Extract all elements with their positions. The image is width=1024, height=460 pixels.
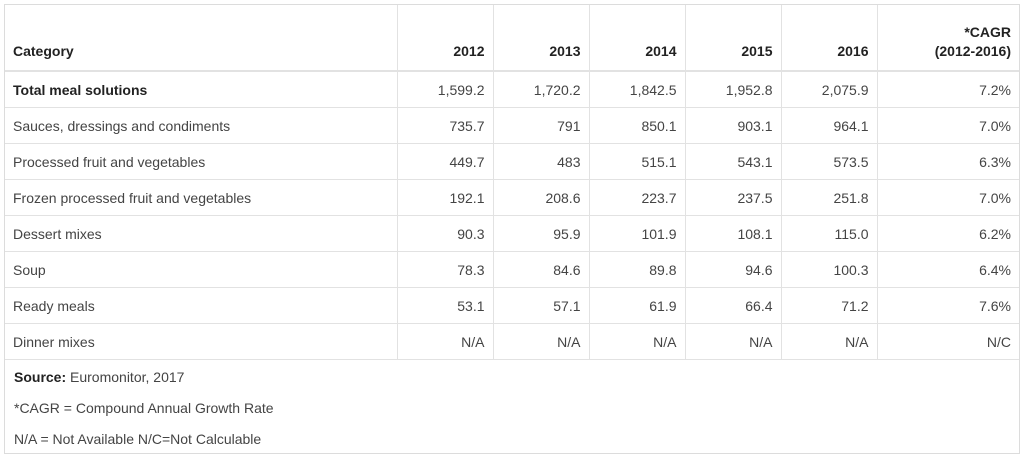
cell-2014: N/A (589, 323, 686, 360)
header-category: Category (5, 5, 398, 72)
cell-2012: 449.7 (397, 143, 494, 180)
cell-2013: 483 (493, 143, 590, 180)
cell-cagr: 7.0% (877, 179, 1019, 216)
cell-2016: N/A (781, 323, 878, 360)
cell-cagr: 6.4% (877, 251, 1019, 288)
cell-2012: 90.3 (397, 215, 494, 252)
cell-2013: 1,720.2 (493, 71, 590, 108)
cagr-note: *CAGR = Compound Annual Growth Rate (14, 400, 274, 416)
table-header-row: Category 2012 2013 2014 2015 2016 *CAGR … (5, 5, 1019, 72)
cell-2013: N/A (493, 323, 590, 360)
table-row: Total meal solutions 1,599.2 1,720.2 1,842.… (5, 71, 1019, 108)
header-cagr: *CAGR (2012-2016) (877, 5, 1019, 72)
row-category: Dinner mixes (5, 323, 398, 360)
cell-2015: 66.4 (685, 287, 782, 324)
cell-2015: 108.1 (685, 215, 782, 252)
cell-2015: 237.5 (685, 179, 782, 216)
source-note: Source: Euromonitor, 2017 (14, 367, 1010, 398)
cell-2014: 850.1 (589, 107, 686, 144)
cell-cagr: 7.0% (877, 107, 1019, 144)
table-row: Ready meals 53.1 57.1 61.9 66.4 71.2 7.6% (5, 287, 1019, 324)
header-2013: 2013 (493, 5, 590, 72)
row-category: Ready meals (5, 287, 398, 324)
table-row: Dessert mixes 90.3 95.9 101.9 108.1 115.0 6.2% (5, 215, 1019, 252)
row-category: Total meal solutions (5, 71, 398, 108)
cell-2012: N/A (397, 323, 494, 360)
row-category: Dessert mixes (5, 215, 398, 252)
table-row: Processed fruit and vegetables 449.7 483 51… (5, 143, 1019, 180)
table-row: Soup 78.3 84.6 89.8 94.6 100.3 6.4% (5, 251, 1019, 288)
header-2012: 2012 (397, 5, 494, 72)
table-notes: Source: Euromonitor, 2017 *CAGR = Compou… (5, 360, 1019, 460)
cell-2015: N/A (685, 323, 782, 360)
cell-2012: 192.1 (397, 179, 494, 216)
table-body: Total meal solutions 1,599.2 1,720.2 1,842.… (5, 71, 1019, 360)
cell-2016: 251.8 (781, 179, 878, 216)
cell-2013: 84.6 (493, 251, 590, 288)
cell-2014: 89.8 (589, 251, 686, 288)
cell-2014: 515.1 (589, 143, 686, 180)
cell-2016: 115.0 (781, 215, 878, 252)
data-table-container: Category 2012 2013 2014 2015 2016 *CAGR … (4, 4, 1020, 454)
cell-cagr: 7.2% (877, 71, 1019, 108)
row-category: Sauces, dressings and condiments (5, 107, 398, 144)
cell-2013: 95.9 (493, 215, 590, 252)
cell-2014: 101.9 (589, 215, 686, 252)
cell-2013: 791 (493, 107, 590, 144)
cell-2014: 1,842.5 (589, 71, 686, 108)
cell-2016: 573.5 (781, 143, 878, 180)
cell-2016: 71.2 (781, 287, 878, 324)
na-note: N/A = Not Available N/C=Not Calculable (14, 431, 262, 447)
cell-2015: 1,952.8 (685, 71, 782, 108)
row-category: Frozen processed fruit and vegetables (5, 179, 398, 216)
meal-solutions-table: Category 2012 2013 2014 2015 2016 *CAGR … (5, 5, 1019, 360)
header-cagr-period: (2012-2016) (934, 43, 1011, 59)
header-2014: 2014 (589, 5, 686, 72)
cell-2014: 61.9 (589, 287, 686, 324)
cell-2012: 53.1 (397, 287, 494, 324)
table-row: Frozen processed fruit and vegetables 192… (5, 179, 1019, 216)
header-2015: 2015 (685, 5, 782, 72)
cell-cagr: 6.3% (877, 143, 1019, 180)
header-2016: 2016 (781, 5, 878, 72)
cell-2013: 208.6 (493, 179, 590, 216)
cell-2016: 964.1 (781, 107, 878, 144)
header-cagr-title: *CAGR (964, 24, 1011, 40)
table-row: Dinner mixes N/A N/A N/A N/A N/A N/C (5, 323, 1019, 360)
cell-cagr: N/C (877, 323, 1019, 360)
source-text: Euromonitor, 2017 (66, 369, 185, 385)
cell-2015: 94.6 (685, 251, 782, 288)
cell-2013: 57.1 (493, 287, 590, 324)
cell-2012: 1,599.2 (397, 71, 494, 108)
cell-2014: 223.7 (589, 179, 686, 216)
cell-2016: 2,075.9 (781, 71, 878, 108)
cell-2012: 735.7 (397, 107, 494, 144)
cell-2016: 100.3 (781, 251, 878, 288)
cell-cagr: 6.2% (877, 215, 1019, 252)
cell-2015: 543.1 (685, 143, 782, 180)
table-row: Sauces, dressings and condiments 735.7 791… (5, 107, 1019, 144)
cell-2012: 78.3 (397, 251, 494, 288)
source-label: Source: (14, 369, 67, 385)
row-category: Soup (5, 251, 398, 288)
row-category: Processed fruit and vegetables (5, 143, 398, 180)
cell-2015: 903.1 (685, 107, 782, 144)
cell-cagr: 7.6% (877, 287, 1019, 324)
